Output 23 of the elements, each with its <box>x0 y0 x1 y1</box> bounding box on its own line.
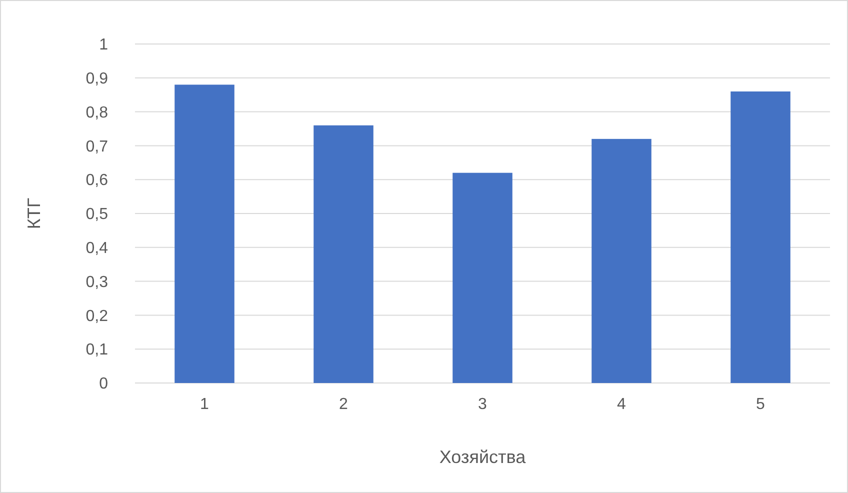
bar <box>452 172 512 383</box>
x-tick-label: 5 <box>756 396 766 413</box>
y-tick-label: 0,6 <box>86 172 108 190</box>
y-tick-label: 0,7 <box>86 138 108 156</box>
y-tick-label: 0,8 <box>86 104 108 122</box>
y-tick-label: 0,4 <box>86 240 108 257</box>
bar <box>174 84 234 383</box>
x-tick-label: 4 <box>617 396 626 413</box>
y-tick-label: 0,1 <box>86 342 108 359</box>
y-tick-label: 0,5 <box>86 206 108 224</box>
x-axis-title: Хозяйства <box>439 447 527 467</box>
bar <box>314 125 374 383</box>
bar <box>730 91 790 383</box>
y-axis-title: КТГ <box>24 198 44 230</box>
y-tick-label: 0,3 <box>86 274 108 291</box>
y-tick-label: 0,9 <box>86 70 108 88</box>
x-tick-label: 3 <box>478 396 488 413</box>
y-tick-label: 0,2 <box>86 308 108 325</box>
x-tick-label: 2 <box>339 396 348 413</box>
bar <box>592 138 652 383</box>
y-tick-label: 0 <box>99 376 108 393</box>
x-tick-label: 1 <box>200 396 210 413</box>
y-tick-label: 1 <box>99 36 108 54</box>
